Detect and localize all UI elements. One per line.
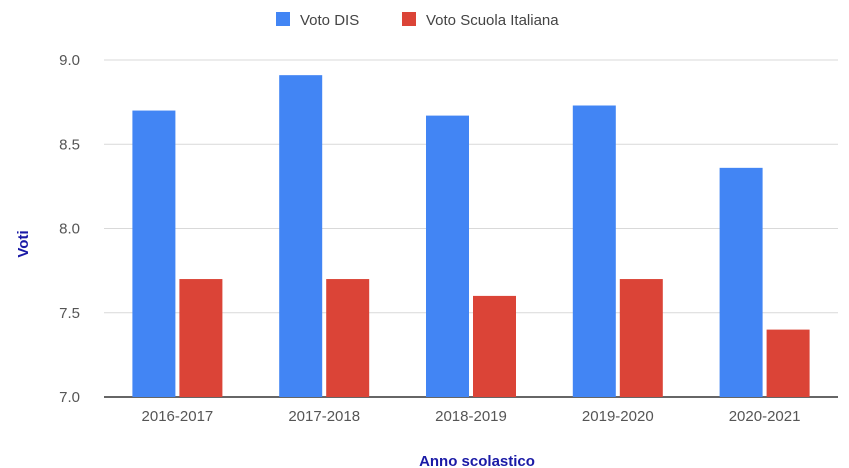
bar-voto-scuola-italiana-2020-2021: [766, 329, 810, 397]
legend-label-voto-dis: Voto DIS: [300, 12, 359, 29]
x-tick-label: 2017-2018: [288, 408, 360, 425]
y-tick-label: 7.5: [59, 305, 80, 322]
x-tick-label: 2018-2019: [435, 408, 507, 425]
x-tick-label: 2019-2020: [582, 408, 654, 425]
y-tick-label: 9.0: [59, 52, 80, 69]
y-axis-title: Voti: [15, 230, 32, 257]
y-axis-ticks: 7.0 7.5 8.0 8.5 9.0: [59, 52, 80, 406]
y-tick-label: 8.5: [59, 136, 80, 153]
bar-voto-scuola-italiana-2017-2018: [326, 279, 370, 397]
bar-voto-scuola-italiana-2018-2019: [473, 295, 516, 397]
y-tick-label: 7.0: [59, 389, 80, 406]
bar-voto-dis-2020-2021: [719, 167, 763, 397]
bar-voto-dis-2019-2020: [572, 105, 616, 398]
gridlines: [104, 59, 838, 398]
bar-voto-dis-2016-2017: [132, 110, 176, 398]
x-tick-label: 2016-2017: [142, 408, 214, 425]
legend: Voto DIS Voto Scuola Italiana: [276, 12, 559, 29]
legend-swatch-voto-scuola-italiana: [402, 12, 416, 26]
x-tick-label: 2020-2021: [729, 408, 801, 425]
x-axis-title: Anno scolastico: [419, 453, 535, 468]
bars: [132, 75, 810, 398]
y-tick-label: 8.0: [59, 221, 80, 238]
bar-voto-scuola-italiana-2016-2017: [179, 279, 223, 397]
bar-voto-scuola-italiana-2019-2020: [619, 279, 663, 397]
bar-voto-dis-2017-2018: [279, 75, 323, 397]
legend-swatch-voto-dis: [276, 12, 290, 26]
x-axis-ticks: 2016-2017 2017-2018 2018-2019 2019-2020 2020…: [142, 408, 801, 425]
legend-label-voto-scuola-italiana: Voto Scuola Italiana: [426, 12, 559, 29]
bar-voto-dis-2018-2019: [426, 115, 469, 397]
